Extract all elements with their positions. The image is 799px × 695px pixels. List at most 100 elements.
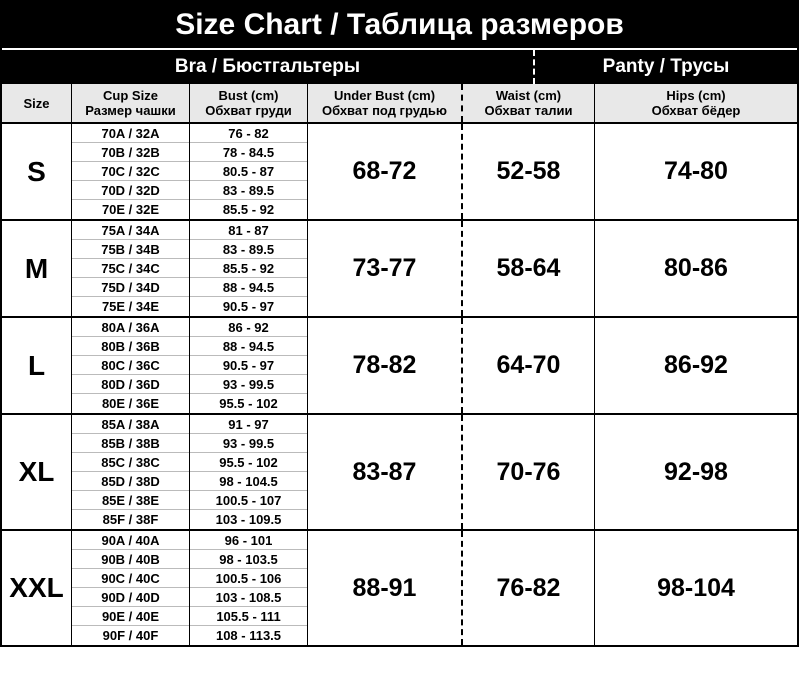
hips-value: 92-98 <box>595 415 797 529</box>
waist-value: 76-82 <box>463 531 595 645</box>
category-bra: Bra / Бюстгальтеры <box>2 50 535 84</box>
header-under-bust: Under Bust (cm) Обхват под грудью <box>308 84 463 122</box>
hips-value: 98-104 <box>595 531 797 645</box>
cup-size-value: 85B / 38B <box>72 434 189 453</box>
size-label: XL <box>2 415 72 529</box>
bust-value: 76 - 82 <box>190 124 307 143</box>
header-bust-en: Bust (cm) <box>192 88 305 103</box>
bust-value: 90.5 - 97 <box>190 297 307 316</box>
bust-value: 81 - 87 <box>190 221 307 240</box>
bust-value: 93 - 99.5 <box>190 434 307 453</box>
bust-cell: 96 - 10198 - 103.5100.5 - 106103 - 108.5… <box>190 531 308 645</box>
bust-value: 83 - 89.5 <box>190 181 307 200</box>
header-waist: Waist (cm) Обхват талии <box>463 84 595 122</box>
header-hips: Hips (cm) Обхват бёдер <box>595 84 797 122</box>
bust-cell: 76 - 8278 - 84.580.5 - 8783 - 89.585.5 -… <box>190 124 308 219</box>
bust-value: 103 - 108.5 <box>190 588 307 607</box>
bust-value: 80.5 - 87 <box>190 162 307 181</box>
bust-value: 85.5 - 92 <box>190 200 307 219</box>
header-hips-ru: Обхват бёдер <box>597 103 795 118</box>
cup-size-value: 75A / 34A <box>72 221 189 240</box>
bust-value: 103 - 109.5 <box>190 510 307 529</box>
waist-value: 64-70 <box>463 318 595 413</box>
cup-size-value: 80D / 36D <box>72 375 189 394</box>
cup-size-value: 70D / 32D <box>72 181 189 200</box>
cup-size-value: 90D / 40D <box>72 588 189 607</box>
size-label: S <box>2 124 72 219</box>
bust-value: 96 - 101 <box>190 531 307 550</box>
under-bust-value: 78-82 <box>308 318 463 413</box>
hips-value: 80-86 <box>595 221 797 316</box>
bust-value: 85.5 - 92 <box>190 259 307 278</box>
header-cup-en: Cup Size <box>74 88 187 103</box>
cup-size-cell: 80A / 36A80B / 36B80C / 36C80D / 36D80E … <box>72 318 190 413</box>
cup-size-cell: 75A / 34A75B / 34B75C / 34C75D / 34D75E … <box>72 221 190 316</box>
size-label: XXL <box>2 531 72 645</box>
category-panty: Panty / Трусы <box>535 50 797 84</box>
cup-size-value: 75C / 34C <box>72 259 189 278</box>
cup-size-value: 80A / 36A <box>72 318 189 337</box>
cup-size-value: 75B / 34B <box>72 240 189 259</box>
bust-value: 93 - 99.5 <box>190 375 307 394</box>
cup-size-value: 85E / 38E <box>72 491 189 510</box>
bust-cell: 91 - 9793 - 99.595.5 - 10298 - 104.5100.… <box>190 415 308 529</box>
table-row: M75A / 34A75B / 34B75C / 34C75D / 34D75E… <box>2 219 797 316</box>
cup-size-value: 85D / 38D <box>72 472 189 491</box>
rows-container: S70A / 32A70B / 32B70C / 32C70D / 32D70E… <box>2 122 797 645</box>
hips-value: 86-92 <box>595 318 797 413</box>
under-bust-value: 73-77 <box>308 221 463 316</box>
cup-size-value: 85F / 38F <box>72 510 189 529</box>
under-bust-value: 88-91 <box>308 531 463 645</box>
header-ubust-ru: Обхват под грудью <box>310 103 459 118</box>
cup-size-value: 75E / 34E <box>72 297 189 316</box>
cup-size-value: 80C / 36C <box>72 356 189 375</box>
cup-size-value: 75D / 34D <box>72 278 189 297</box>
cup-size-value: 85C / 38C <box>72 453 189 472</box>
waist-value: 52-58 <box>463 124 595 219</box>
cup-size-value: 85A / 38A <box>72 415 189 434</box>
bust-value: 105.5 - 111 <box>190 607 307 626</box>
header-row: Size Cup Size Размер чашки Bust (cm) Обх… <box>2 84 797 122</box>
bust-value: 98 - 103.5 <box>190 550 307 569</box>
header-cup: Cup Size Размер чашки <box>72 84 190 122</box>
header-waist-en: Waist (cm) <box>465 88 592 103</box>
size-label: L <box>2 318 72 413</box>
header-ubust-en: Under Bust (cm) <box>310 88 459 103</box>
bust-value: 100.5 - 106 <box>190 569 307 588</box>
under-bust-value: 83-87 <box>308 415 463 529</box>
table-row: XXL90A / 40A90B / 40B90C / 40C90D / 40D9… <box>2 529 797 645</box>
bust-cell: 86 - 9288 - 94.590.5 - 9793 - 99.595.5 -… <box>190 318 308 413</box>
hips-value: 74-80 <box>595 124 797 219</box>
bust-value: 100.5 - 107 <box>190 491 307 510</box>
bust-value: 78 - 84.5 <box>190 143 307 162</box>
category-row: Bra / Бюстгальтеры Panty / Трусы <box>2 50 797 84</box>
table-row: XL85A / 38A85B / 38B85C / 38C85D / 38D85… <box>2 413 797 529</box>
cup-size-value: 70B / 32B <box>72 143 189 162</box>
chart-title: Size Chart / Таблица размеров <box>2 2 797 50</box>
size-label: M <box>2 221 72 316</box>
bust-value: 88 - 94.5 <box>190 278 307 297</box>
cup-size-value: 80E / 36E <box>72 394 189 413</box>
bust-value: 88 - 94.5 <box>190 337 307 356</box>
cup-size-value: 70E / 32E <box>72 200 189 219</box>
header-waist-ru: Обхват талии <box>465 103 592 118</box>
header-size: Size <box>2 84 72 122</box>
cup-size-value: 90C / 40C <box>72 569 189 588</box>
cup-size-value: 90F / 40F <box>72 626 189 645</box>
cup-size-value: 70C / 32C <box>72 162 189 181</box>
bust-value: 108 - 113.5 <box>190 626 307 645</box>
waist-value: 70-76 <box>463 415 595 529</box>
bust-value: 91 - 97 <box>190 415 307 434</box>
cup-size-value: 80B / 36B <box>72 337 189 356</box>
bust-cell: 81 - 8783 - 89.585.5 - 9288 - 94.590.5 -… <box>190 221 308 316</box>
under-bust-value: 68-72 <box>308 124 463 219</box>
header-hips-en: Hips (cm) <box>597 88 795 103</box>
header-bust-ru: Обхват груди <box>192 103 305 118</box>
bust-value: 98 - 104.5 <box>190 472 307 491</box>
cup-size-value: 90A / 40A <box>72 531 189 550</box>
bust-value: 90.5 - 97 <box>190 356 307 375</box>
bust-value: 86 - 92 <box>190 318 307 337</box>
table-row: L80A / 36A80B / 36B80C / 36C80D / 36D80E… <box>2 316 797 413</box>
bust-value: 95.5 - 102 <box>190 394 307 413</box>
cup-size-value: 70A / 32A <box>72 124 189 143</box>
